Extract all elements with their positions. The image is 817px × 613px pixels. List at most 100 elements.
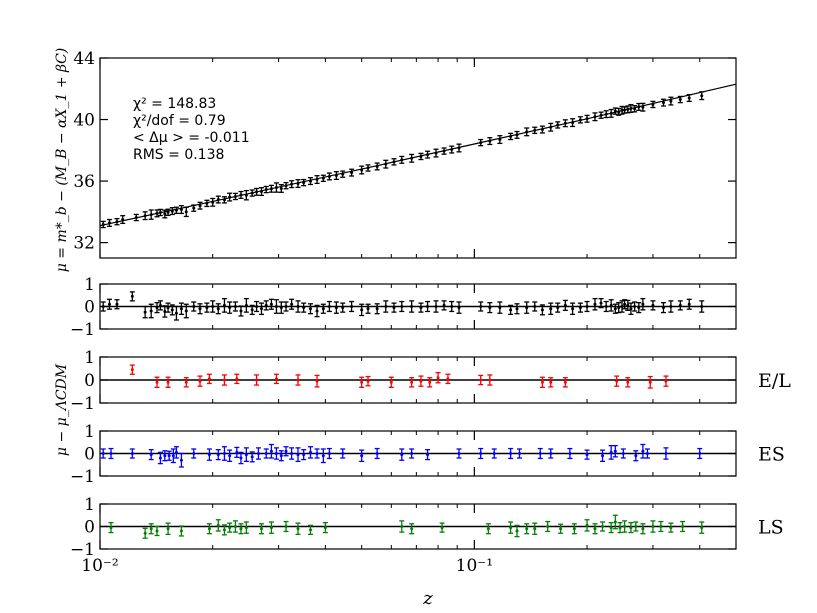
marker: [179, 529, 183, 533]
marker: [228, 454, 232, 458]
marker: [410, 156, 414, 160]
data-point: [456, 448, 462, 459]
data-point: [570, 118, 576, 128]
y-axis-label-hubble: μ = m*_b − (M_B − αX_1 + βC): [54, 48, 70, 273]
marker: [327, 452, 331, 455]
data-point: [598, 111, 604, 119]
data-point: [227, 301, 233, 314]
marker: [626, 303, 630, 307]
data-point: [301, 302, 307, 313]
data-point: [508, 447, 514, 460]
marker: [488, 378, 492, 382]
data-point: [418, 152, 424, 161]
marker: [629, 307, 633, 311]
data-point: [301, 178, 307, 187]
data-point: [640, 102, 646, 112]
data-point: [508, 132, 514, 141]
data-point: [399, 155, 405, 164]
marker: [341, 306, 345, 310]
data-point: [584, 449, 590, 460]
marker: [166, 306, 170, 310]
data-point: [524, 523, 530, 535]
data-point: [359, 376, 365, 389]
marker: [101, 452, 105, 455]
marker: [350, 171, 354, 175]
marker: [515, 133, 519, 137]
marker: [198, 379, 202, 383]
data-point: [100, 220, 106, 229]
data-point: [633, 450, 639, 462]
marker: [170, 308, 174, 312]
data-point: [699, 300, 705, 313]
data-point: [100, 301, 106, 312]
data-point: [478, 138, 484, 147]
marker: [244, 303, 248, 307]
marker: [585, 117, 589, 121]
marker: [375, 164, 379, 168]
marker: [321, 454, 325, 458]
marker: [174, 450, 178, 454]
data-point: [555, 302, 561, 313]
data-point: [391, 302, 397, 313]
data-point: [326, 300, 332, 313]
data-point: [273, 182, 279, 193]
marker: [184, 210, 188, 214]
data-point: [255, 447, 261, 460]
data-point: [295, 374, 301, 386]
marker: [525, 527, 529, 531]
data-point: [307, 177, 313, 186]
data-point: [516, 448, 522, 459]
data-point: [425, 150, 431, 159]
marker: [284, 525, 288, 528]
marker: [637, 105, 641, 109]
marker: [525, 306, 529, 310]
marker: [179, 307, 183, 311]
marker: [479, 378, 483, 382]
marker: [222, 528, 226, 532]
data-point: [577, 116, 583, 124]
marker: [360, 380, 364, 384]
marker: [192, 452, 196, 455]
data-point: [640, 297, 646, 311]
data-point: [295, 447, 301, 463]
data-point: [668, 300, 674, 313]
data-point: [178, 205, 184, 215]
marker: [269, 187, 273, 191]
data-point: [571, 523, 577, 535]
y-tick-label: 1: [84, 422, 95, 442]
data-point: [598, 297, 604, 309]
marker: [410, 305, 414, 308]
marker: [617, 306, 621, 310]
marker: [669, 526, 673, 530]
marker: [492, 452, 496, 455]
data-point: [289, 298, 295, 310]
data-point: [418, 375, 424, 387]
marker: [302, 181, 306, 185]
marker: [669, 99, 673, 103]
data-point: [699, 91, 705, 101]
data-point: [439, 522, 445, 533]
marker: [479, 305, 483, 308]
data-point: [592, 523, 598, 535]
data-point: [680, 520, 686, 533]
data-point: [668, 96, 674, 106]
data-point: [268, 298, 274, 310]
marker: [244, 193, 248, 197]
marker: [641, 527, 645, 531]
marker: [533, 128, 537, 132]
side-label: ES: [758, 444, 785, 466]
marker: [641, 105, 645, 109]
data-point: [537, 447, 543, 460]
data-point: [314, 374, 320, 388]
data-point: [697, 447, 703, 460]
marker: [446, 377, 450, 381]
data-point: [628, 302, 634, 316]
data-point: [562, 377, 568, 388]
data-point: [232, 520, 238, 533]
data-point: [249, 304, 255, 316]
marker: [179, 458, 183, 462]
marker: [392, 160, 396, 164]
data-point: [227, 449, 233, 463]
marker: [634, 454, 638, 458]
data-point: [532, 126, 538, 135]
